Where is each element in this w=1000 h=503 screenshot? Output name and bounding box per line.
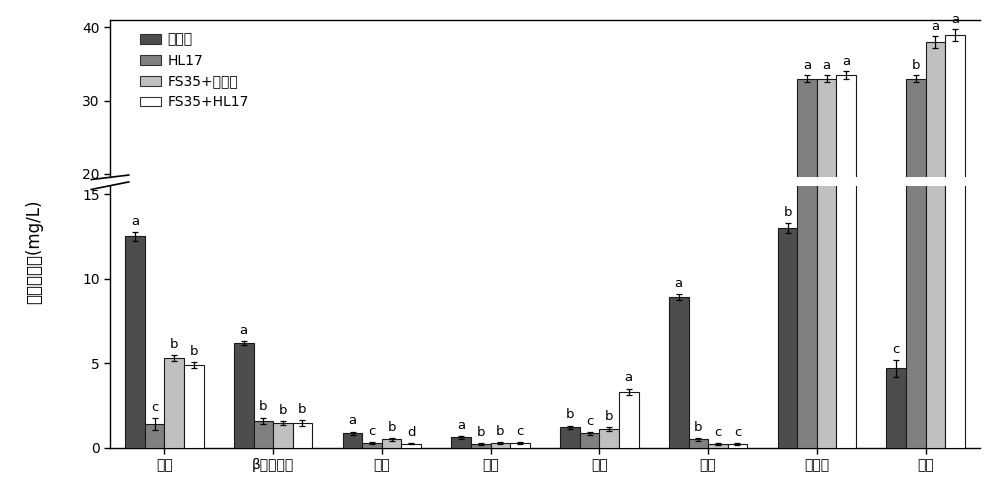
Text: c: c [516, 425, 524, 438]
Bar [234, 275, 254, 320]
Bar [164, 358, 184, 448]
Bar [382, 316, 401, 320]
Text: a: a [842, 55, 850, 68]
Text: b: b [496, 425, 505, 438]
Bar [669, 255, 689, 320]
Text: b: b [783, 206, 792, 219]
Text: c: c [586, 415, 593, 428]
Bar [343, 314, 362, 320]
Bar [234, 343, 254, 448]
Bar [145, 424, 164, 448]
Text: c: c [893, 343, 900, 356]
Text: a: a [240, 323, 248, 337]
Text: b: b [189, 345, 198, 358]
Bar [362, 443, 382, 448]
Bar [293, 423, 312, 448]
Text: a: a [675, 277, 683, 290]
Bar [817, 78, 836, 320]
Bar [382, 439, 401, 448]
Bar [125, 236, 145, 448]
Bar [945, 35, 965, 320]
Bar [401, 318, 421, 320]
Bar [945, 0, 965, 448]
Bar [778, 225, 797, 320]
Bar [254, 421, 273, 448]
Bar [599, 429, 619, 448]
Text: c: c [151, 401, 158, 414]
Bar [906, 78, 926, 320]
Bar [164, 281, 184, 320]
Bar [836, 75, 856, 320]
Bar [125, 228, 145, 320]
Bar [817, 0, 836, 448]
Text: c: c [734, 426, 741, 439]
Text: b: b [566, 408, 574, 422]
Text: b: b [605, 410, 613, 423]
Bar [708, 444, 728, 448]
Bar [886, 368, 906, 448]
Bar [728, 444, 747, 448]
Bar [836, 0, 856, 448]
Bar [491, 318, 510, 320]
Text: a: a [131, 215, 139, 228]
Text: a: a [931, 20, 939, 33]
Text: c: c [714, 426, 722, 439]
Bar [184, 365, 204, 448]
Text: b: b [387, 421, 396, 434]
Bar [401, 444, 421, 448]
Text: a: a [803, 59, 811, 72]
Bar [510, 443, 530, 448]
Bar [580, 433, 599, 448]
Bar [926, 0, 945, 448]
Bar [906, 0, 926, 448]
Text: a: a [348, 414, 357, 428]
Bar [560, 311, 580, 320]
Bar [778, 228, 797, 448]
Text: a: a [823, 59, 831, 72]
Bar [510, 318, 530, 320]
Bar [184, 284, 204, 320]
Text: b: b [259, 400, 268, 413]
Bar [343, 433, 362, 448]
Bar [293, 309, 312, 320]
Bar [619, 392, 639, 448]
Bar [471, 444, 491, 448]
Bar [471, 318, 491, 320]
Text: b: b [694, 421, 703, 434]
Bar [797, 0, 817, 448]
Bar [273, 309, 293, 320]
Bar [491, 443, 510, 448]
Bar [273, 423, 293, 448]
Text: a: a [625, 371, 633, 384]
Text: b: b [477, 426, 485, 439]
Bar [145, 310, 164, 320]
Text: c: c [368, 425, 376, 438]
Bar [619, 296, 639, 320]
Text: b: b [279, 404, 287, 417]
Bar [669, 297, 689, 448]
Legend: 红佳酿, HL17, FS35+红佳酿, FS35+HL17: 红佳酿, HL17, FS35+红佳酿, FS35+HL17 [134, 27, 255, 115]
Text: 生物胺浓偰(mg/L): 生物胺浓偰(mg/L) [25, 199, 43, 304]
Text: b: b [912, 59, 920, 72]
Text: b: b [298, 403, 307, 416]
Bar [689, 316, 708, 320]
Text: b: b [170, 338, 178, 351]
Bar [926, 42, 945, 320]
Bar [886, 286, 906, 320]
Bar [451, 437, 471, 448]
Bar [599, 312, 619, 320]
Bar [560, 428, 580, 448]
Bar [797, 78, 817, 320]
Text: a: a [951, 13, 959, 26]
Bar [708, 318, 728, 320]
Bar [362, 318, 382, 320]
Text: a: a [457, 418, 465, 432]
Bar [728, 318, 747, 320]
Bar [689, 439, 708, 448]
Text: d: d [407, 426, 415, 439]
Bar [451, 315, 471, 320]
Bar [580, 314, 599, 320]
Bar [254, 308, 273, 320]
